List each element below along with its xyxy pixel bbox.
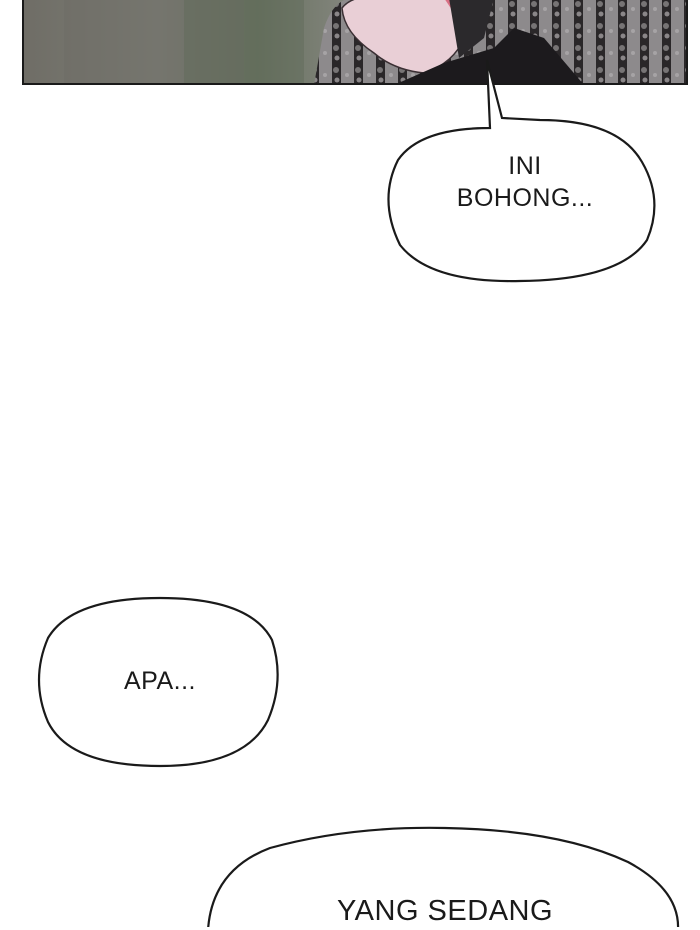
speech-bubble-3-text: YANG SEDANG xyxy=(336,895,554,927)
speech-bubble-1 xyxy=(387,59,656,283)
speech-line: INI xyxy=(508,152,542,180)
comic-panel xyxy=(22,0,688,85)
speech-bubble-1-text: INI BOHONG... xyxy=(445,150,605,214)
speech-bubble-3 xyxy=(207,826,680,927)
speech-line: BOHONG... xyxy=(456,184,594,212)
speech-bubble-2 xyxy=(37,596,279,768)
speech-bubble-2-text: APA... xyxy=(123,667,196,695)
panel-artwork xyxy=(24,0,686,83)
